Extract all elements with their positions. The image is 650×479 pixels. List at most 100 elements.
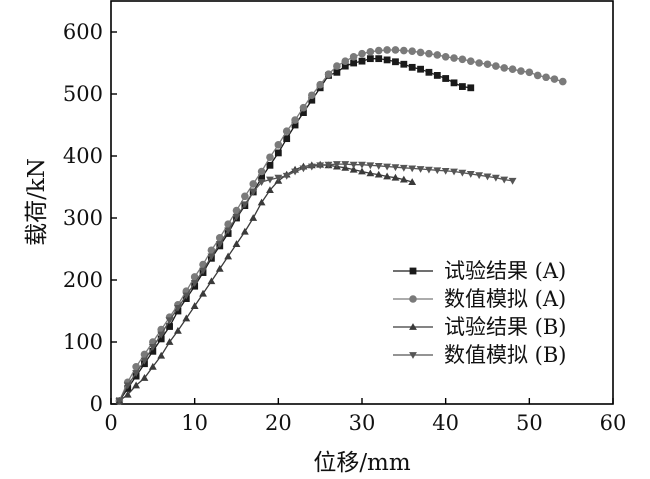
data-point — [491, 174, 500, 182]
legend-item: 试验结果 (A) — [393, 259, 566, 283]
data-point — [333, 68, 341, 76]
data-point — [349, 161, 358, 169]
data-point — [433, 51, 442, 59]
data-point — [249, 214, 258, 221]
data-point — [399, 175, 408, 183]
data-point — [165, 338, 174, 345]
data-point — [458, 169, 467, 177]
data-point — [475, 172, 484, 180]
series-line — [119, 164, 413, 402]
data-point — [207, 277, 216, 285]
data-point — [316, 80, 324, 89]
data-point — [257, 179, 266, 186]
x-tick-label: 0 — [104, 411, 117, 435]
data-point — [249, 189, 258, 196]
data-point — [282, 172, 291, 180]
data-point — [425, 68, 433, 76]
legend-label: 数值模拟 (A) — [444, 287, 566, 311]
data-point — [408, 178, 417, 185]
data-point — [224, 227, 233, 235]
data-point — [266, 186, 274, 194]
data-point — [441, 53, 450, 61]
data-point — [274, 174, 283, 182]
data-point — [132, 370, 141, 377]
data-point — [500, 176, 509, 184]
data-point — [157, 331, 166, 339]
data-point — [349, 53, 358, 61]
data-point — [533, 71, 542, 80]
data-point — [383, 56, 391, 64]
data-point — [416, 48, 425, 57]
data-point — [433, 167, 442, 175]
data-point — [483, 60, 492, 69]
data-point — [199, 267, 207, 275]
data-point — [409, 352, 417, 359]
data-point — [199, 289, 207, 297]
data-point — [508, 177, 517, 185]
data-point — [383, 163, 392, 171]
data-point — [240, 227, 249, 235]
legend-label: 试验结果 (A) — [444, 259, 566, 283]
data-point — [215, 241, 224, 248]
data-point — [366, 169, 375, 177]
data-point — [190, 280, 199, 288]
data-point — [391, 46, 400, 54]
data-point — [559, 77, 567, 86]
data-point — [324, 161, 333, 169]
data-point — [324, 70, 333, 78]
x-tick-label: 20 — [265, 411, 292, 435]
data-point — [525, 68, 534, 77]
data-point — [274, 141, 283, 149]
data-point — [307, 163, 316, 171]
data-point — [466, 171, 475, 178]
data-point — [467, 84, 475, 92]
data-point — [190, 273, 199, 281]
data-point — [358, 161, 366, 169]
data-point — [400, 60, 408, 68]
data-point — [123, 390, 132, 398]
data-point — [316, 162, 325, 170]
data-point — [350, 59, 358, 67]
data-point — [148, 362, 157, 370]
data-point — [383, 172, 392, 180]
data-point — [266, 153, 274, 162]
data-point — [149, 347, 157, 355]
data-point — [232, 206, 241, 215]
data-point — [274, 149, 282, 157]
legend: 试验结果 (A) 数值模拟 (A) 试验结果 (B) 数值模拟 (B) — [393, 259, 567, 367]
data-point — [140, 374, 149, 381]
data-point — [308, 96, 316, 104]
data-point — [174, 326, 182, 334]
data-point — [409, 267, 417, 275]
data-point — [190, 302, 199, 309]
data-point — [358, 49, 366, 58]
data-point — [300, 109, 307, 116]
y-axis-label: 载荷/kN — [24, 158, 50, 246]
data-point — [291, 121, 299, 129]
data-point — [375, 55, 383, 63]
data-point — [475, 59, 483, 67]
data-point — [291, 116, 299, 124]
data-point — [425, 49, 433, 58]
y-tick-label: 500 — [63, 82, 103, 106]
data-point — [232, 240, 241, 247]
data-point — [207, 253, 216, 261]
y-tick-label: 400 — [63, 144, 103, 168]
data-point — [425, 166, 433, 174]
legend-label: 试验结果 (B) — [444, 315, 567, 339]
data-point — [458, 55, 467, 64]
data-point — [500, 64, 509, 72]
data-point — [291, 168, 299, 176]
data-point — [166, 323, 173, 330]
data-point — [308, 91, 316, 100]
data-point — [408, 47, 417, 56]
x-axis-label: 位移/mm — [313, 450, 411, 476]
data-point — [459, 83, 466, 90]
data-point — [299, 165, 308, 173]
data-point — [332, 161, 341, 168]
data-point — [266, 176, 274, 184]
data-point — [374, 162, 383, 170]
data-point — [466, 57, 475, 65]
data-point — [123, 382, 132, 390]
y-tick-label: 300 — [63, 206, 103, 230]
